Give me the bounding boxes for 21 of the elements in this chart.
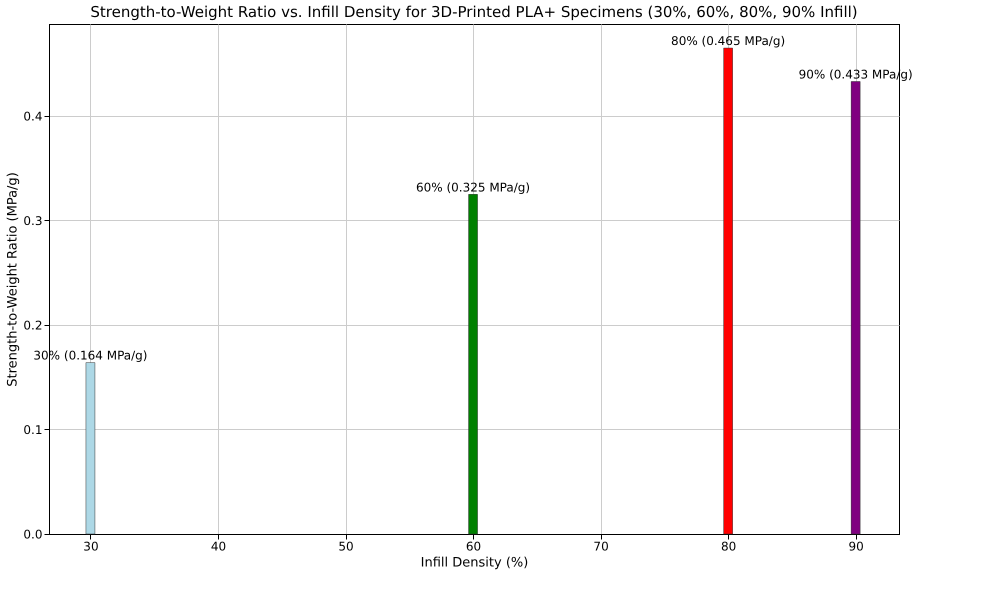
y-tick-label: 0.0 [23,528,42,542]
x-axis-title: Infill Density (%) [420,556,528,570]
x-tick-label: 30 [83,540,99,554]
x-tick-label: 60 [466,540,482,554]
bar [850,81,860,534]
y-tick-label: 0.2 [23,318,42,332]
y-tick-label: 0.1 [23,422,42,437]
x-tick-label: 80 [720,540,736,554]
bar [468,194,478,534]
x-tick-label: 40 [210,540,226,554]
data-label: 60% (0.325 MPa/g) [416,180,530,194]
bar [86,362,96,534]
y-tick-label: 0.3 [23,214,42,228]
x-tick-label: 50 [338,540,354,554]
chart-title: Strength-to-Weight Ratio vs. Infill Density for 3D-Printed PLA+ Specimens (30%, 60%, 80%, 90% Infill) [90,3,858,21]
bar [723,48,733,534]
y-axis-title: Strength-to-Weight Ratio (MPa/g) [5,172,20,387]
x-tick-label: 70 [593,540,609,554]
data-label: 80% (0.465 MPa/g) [671,34,786,48]
y-tick-label: 0.4 [23,109,42,124]
x-tick-label: 90 [848,540,864,554]
